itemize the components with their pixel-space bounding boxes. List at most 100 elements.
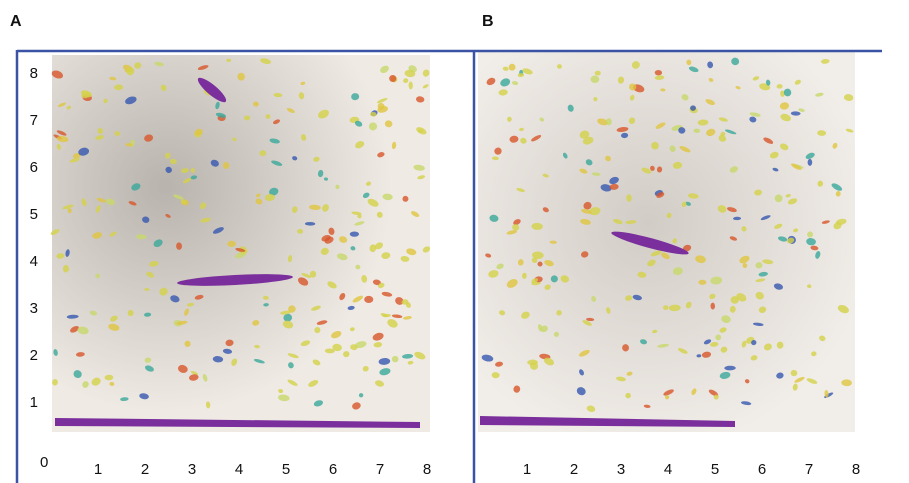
texture-spot (710, 276, 723, 285)
texture-spot (729, 236, 738, 241)
texture-spot (531, 135, 542, 142)
texture-spot (672, 238, 677, 244)
texture-spot (403, 316, 412, 320)
texture-spot (502, 66, 509, 71)
texture-spot (81, 198, 87, 207)
texture-spot (254, 344, 260, 349)
texture-spot (819, 335, 826, 342)
texture-spot (593, 96, 598, 102)
texture-spot (309, 204, 321, 211)
texture-spot (760, 215, 771, 221)
texture-spot (491, 156, 499, 161)
texture-spot (821, 220, 830, 224)
texture-spot (277, 394, 290, 402)
texture-spot (225, 339, 234, 347)
texture-spot (763, 343, 772, 351)
texture-spot (96, 197, 107, 203)
texture-spot (184, 308, 190, 316)
texture-spot (817, 180, 824, 187)
x-tick-label: 3 (188, 461, 196, 478)
texture-spot (553, 331, 559, 337)
texture-spot (232, 137, 237, 142)
texture-spot (820, 58, 830, 64)
texture-spot (769, 151, 779, 159)
texture-spot (544, 284, 551, 290)
texture-spot (278, 388, 284, 394)
texture-spot (708, 389, 719, 397)
texture-spot (527, 359, 538, 366)
texture-spot (806, 378, 818, 384)
texture-spot (354, 221, 365, 226)
texture-spot (264, 194, 276, 201)
texture-spot (103, 98, 108, 104)
texture-spot (696, 354, 702, 358)
texture-spot (160, 84, 167, 92)
x-tick-label: 5 (711, 461, 719, 478)
texture-spot (519, 127, 524, 132)
texture-spot (72, 152, 81, 159)
texture-spot (790, 369, 798, 377)
texture-spot (188, 374, 199, 381)
texture-spot (202, 374, 208, 382)
texture-spot (720, 346, 728, 353)
texture-spot (190, 175, 198, 180)
texture-spot (154, 61, 164, 67)
texture-spot (327, 281, 337, 289)
texture-spot (368, 122, 378, 131)
texture-spot (62, 264, 69, 273)
texture-spot (499, 310, 506, 316)
texture-spot (297, 229, 304, 234)
texture-spot (755, 291, 764, 300)
texture-spot (626, 371, 633, 376)
texture-spot (651, 141, 659, 150)
texture-spot (131, 183, 141, 191)
texture-spot (779, 143, 789, 151)
texture-spot (776, 372, 784, 379)
origin-label: 0 (40, 454, 48, 471)
texture-spot (511, 81, 519, 86)
texture-spot (831, 183, 843, 191)
texture-spot (835, 190, 841, 197)
texture-spot (125, 96, 137, 105)
texture-spot (719, 327, 727, 333)
texture-spot (755, 262, 763, 269)
texture-spot (798, 108, 805, 112)
texture-spot (414, 351, 426, 360)
y-tick-label: 1 (30, 394, 38, 411)
texture-spot (585, 159, 593, 166)
texture-spot (252, 320, 260, 326)
texture-spot (212, 356, 224, 363)
texture-spot (581, 251, 589, 258)
texture-spot (807, 284, 812, 289)
texture-spot (190, 370, 199, 376)
texture-spot (375, 380, 384, 387)
texture-spot (422, 69, 430, 77)
texture-spot (721, 315, 731, 324)
texture-spot (616, 126, 629, 133)
texture-spot (235, 248, 246, 252)
texture-spot (339, 236, 348, 243)
texture-spot (521, 311, 530, 319)
x-tick-label: 6 (758, 461, 766, 478)
texture-spot (309, 270, 317, 278)
y-tick-label: 5 (30, 206, 38, 223)
texture-spot (410, 211, 420, 217)
texture-spot (542, 173, 549, 178)
texture-spot (672, 267, 683, 276)
texture-spot (391, 141, 397, 150)
texture-spot (69, 158, 80, 163)
texture-spot (335, 184, 340, 190)
x-tick-label: 1 (523, 461, 531, 478)
texture-spot (298, 92, 305, 100)
texture-spot (403, 78, 409, 84)
streak (611, 231, 689, 255)
texture-spot (810, 245, 819, 251)
texture-spot (347, 305, 355, 310)
texture-spot (755, 278, 766, 282)
texture-spot (606, 118, 612, 126)
texture-spot (531, 251, 544, 259)
texture-spot (606, 307, 611, 314)
texture-spot (655, 122, 666, 129)
texture-spot (783, 88, 792, 97)
texture-spot (104, 374, 114, 381)
